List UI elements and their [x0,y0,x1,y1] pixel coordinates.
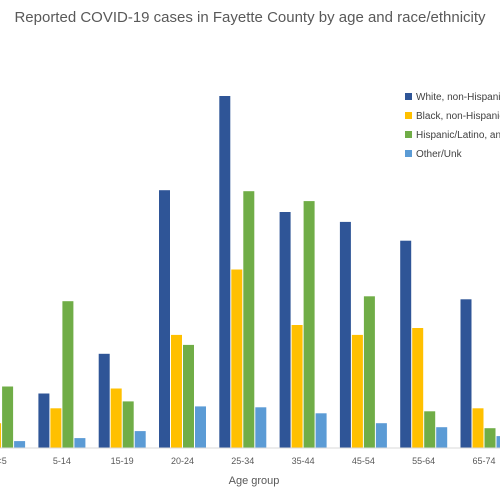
bar-55-64-2 [424,411,436,448]
bar-55-64-0 [400,240,412,448]
bar-<5-3 [14,441,26,448]
bars-group [0,96,500,449]
x-tick-label: 35-44 [292,456,315,466]
bar-45-54-0 [339,221,351,448]
bar-5-14-3 [74,438,86,448]
x-tick-label: 45-54 [352,456,375,466]
bar-65-74-3 [496,436,500,448]
x-tick-label: 25-34 [231,456,254,466]
bar-20-24-2 [183,344,194,448]
bar-5-14-2 [62,301,74,448]
legend-label: Black, non-Hispanic [416,111,500,122]
bar-65-74-0 [460,299,472,449]
legend-swatch [405,112,412,119]
bar-65-74-2 [484,428,496,448]
bar-35-44-2 [303,201,315,448]
x-tick-label: <5 [0,456,7,466]
bar-20-24-0 [159,190,170,448]
x-tick-label: 55-64 [412,456,435,466]
bar-25-34-0 [219,96,231,448]
legend-label: Hispanic/Latino, any race [416,130,500,141]
x-axis-title: Age group [229,475,280,487]
bar-20-24-3 [195,406,206,448]
legend-swatch [405,150,412,157]
x-tick-label: 15-19 [111,456,134,466]
bar-<5-1 [0,423,2,448]
bar-25-34-2 [243,191,255,448]
bar-20-24-1 [171,334,182,448]
bar-15-19-2 [122,401,134,448]
bar-45-54-1 [351,334,363,448]
bar-15-19-3 [134,431,146,448]
bar-<5-2 [2,386,14,448]
bar-35-44-0 [279,212,291,448]
legend: White, non-Hispanic Black, non-Hispanic Hi… [405,92,500,160]
legend-swatch [405,131,412,138]
legend-label: White, non-Hispanic [416,92,500,103]
chart-title: Reported COVID-19 cases in Fayette Count… [14,9,486,26]
legend-label: Other/Unk [416,149,463,160]
x-tick-label: 5-14 [53,456,71,466]
bar-45-54-3 [375,423,387,448]
bar-5-14-0 [38,393,50,448]
bar-65-74-1 [472,408,484,448]
x-tick-labels: <5 5-14 15-19 20-24 25-34 35-44 45-54 55-64 65-7… [0,456,496,466]
x-tick-label: 65-74 [472,456,495,466]
bar-55-64-1 [412,328,424,448]
bar-45-54-2 [363,296,375,448]
bar-35-44-3 [315,413,327,448]
bar-25-34-1 [231,269,243,448]
bar-15-19-1 [110,388,122,448]
bar-15-19-0 [98,353,110,448]
bar-55-64-3 [436,427,448,448]
bar-5-14-1 [50,408,62,448]
legend-swatch [405,93,412,100]
bar-35-44-1 [291,325,303,448]
bar-25-34-3 [255,407,267,448]
x-tick-label: 20-24 [171,456,194,466]
